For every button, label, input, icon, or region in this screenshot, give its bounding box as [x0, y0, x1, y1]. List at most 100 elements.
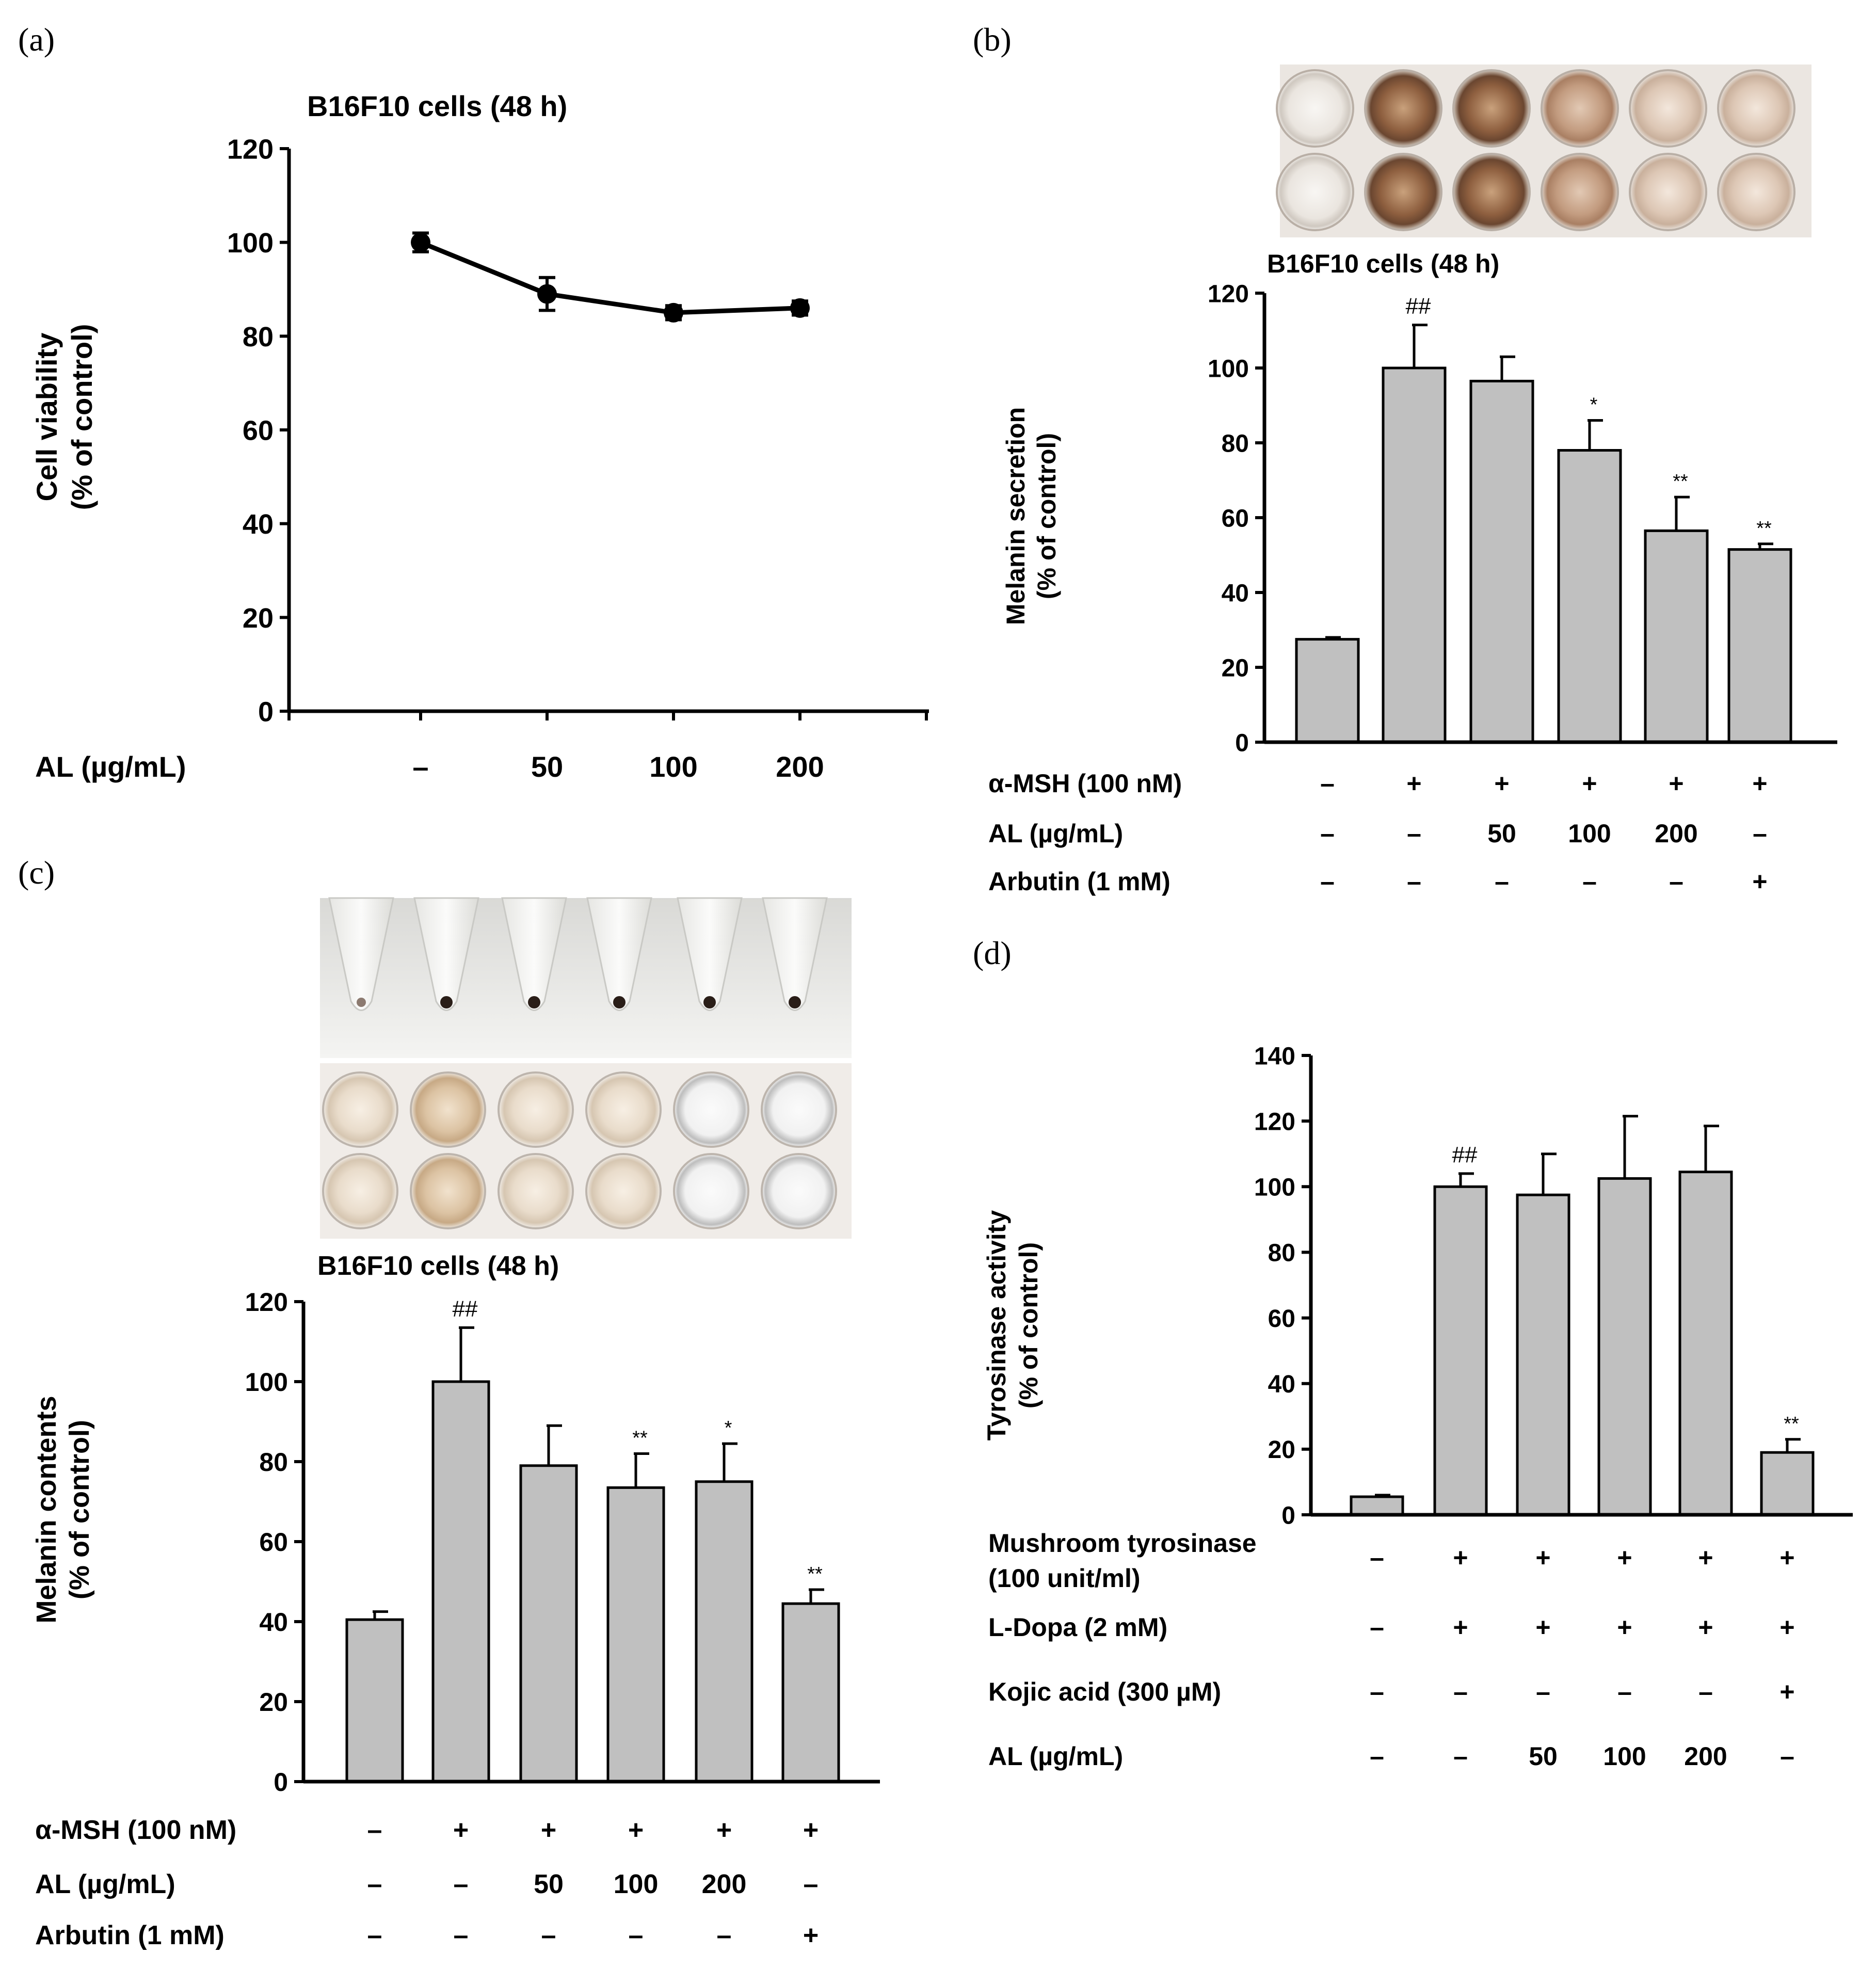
panel-c-well-r0-c1	[410, 1071, 486, 1148]
panel-b-well-r0-c2	[1452, 69, 1531, 148]
panel-b-y-tick-label-5: 100	[1208, 355, 1249, 382]
panel-d-bar-2	[1516, 1193, 1570, 1516]
panel-b-well-r1-c2	[1452, 153, 1531, 231]
panel-d-y-label-line-2: (% of control)	[1014, 1242, 1043, 1408]
panel-d-bar-1	[1433, 1185, 1488, 1516]
panel-c-well-r0-c3	[585, 1071, 662, 1148]
panel-a-x-category-2: 100	[649, 750, 697, 783]
panel-b-row-1-cell-3: 100	[1568, 819, 1611, 848]
panel-b-row-1-cell-1: –	[1407, 819, 1421, 848]
panel-b-row-1-cell-4: 200	[1655, 819, 1697, 848]
panel-d-y-tick-label-5: 100	[1254, 1174, 1295, 1202]
panel-b-y-tick-label-6: 120	[1208, 280, 1249, 308]
panel-b-row-label-2: Arbutin (1 mM)	[988, 867, 1171, 896]
panel-c-y-tick-label-2: 40	[259, 1608, 288, 1637]
panel-b-row-1-cell-5: –	[1753, 819, 1767, 848]
panel-b-annotation-3: *	[1590, 394, 1598, 416]
panel-c-tube-2	[501, 897, 567, 1011]
panel-a-y-tick-label-0: 0	[258, 696, 274, 727]
panel-a-x-categories: – 50 100 200	[412, 750, 824, 783]
panel-b-y-label-line-1: Melanin secretion	[1001, 407, 1030, 625]
panel-c-bar-4	[695, 1480, 753, 1783]
panel-c-annotation-3: **	[632, 1428, 648, 1449]
panel-d-bar-0	[1350, 1495, 1404, 1516]
panel-d-row-1-cell-2: +	[1535, 1613, 1550, 1642]
panel-b: (b) B16F10 cells (48 h) Melanin secretio…	[973, 21, 1837, 896]
panel-a-x-category-0: –	[412, 750, 428, 783]
panel-c-row-label-2: Arbutin (1 mM)	[35, 1920, 225, 1950]
panel-d-y-tick-label-7: 140	[1254, 1043, 1295, 1070]
panel-d-row-2-cell-3: –	[1617, 1677, 1632, 1706]
panel-b-well-r0-c4	[1629, 69, 1707, 148]
panel-c-well-r1-c2	[498, 1153, 574, 1229]
panel-d-bars: ## **	[1350, 1115, 1815, 1516]
panel-b-row-0-cell-0: –	[1320, 769, 1335, 798]
panel-b-row-1-cell-2: 50	[1487, 819, 1516, 848]
panel-c-tube-pellet-1	[440, 996, 453, 1008]
panel-c-well-r1-c3	[585, 1153, 662, 1229]
panel-a-y-tick-label-2: 40	[243, 509, 274, 540]
panel-d-row-1-cell-5: +	[1779, 1613, 1794, 1642]
panel-a-title: B16F10 cells (48 h)	[307, 90, 567, 122]
panel-b-row-0-cell-5: +	[1752, 769, 1767, 798]
panel-c-row-1-cell-1: –	[454, 1869, 469, 1899]
panel-c-plate-background	[320, 1063, 852, 1239]
panel-b-annotation-1: ##	[1406, 294, 1431, 319]
panel-d-row-3-cell-4: 200	[1684, 1742, 1727, 1771]
panel-b-well-plate-photo	[1276, 65, 1811, 237]
panel-a-point-2	[664, 302, 683, 323]
panel-d-row-cells: – + + + + + – + + + + + – – – – – + – – 50 100 200 –	[1370, 1543, 1795, 1771]
panel-c-row-0-cell-2: +	[541, 1815, 556, 1845]
panel-c-well-r0-c5	[761, 1071, 837, 1148]
panel-d-y-tick-label-2: 40	[1268, 1371, 1295, 1398]
panel-c-y-label: Melanin contents (% of control)	[31, 1396, 95, 1623]
panel-b-well-r0-c3	[1541, 69, 1619, 148]
panel-b-row-0-cell-1: +	[1406, 769, 1421, 798]
panel-c-row-label-0: α-MSH (100 nM)	[35, 1815, 236, 1845]
panel-a-point-1	[537, 284, 557, 304]
panel-d-row-label-1: (100 unit/ml)	[988, 1564, 1140, 1593]
panel-b-well-r0-c5	[1717, 69, 1795, 148]
panel-b-row-2-cell-1: –	[1407, 867, 1421, 896]
panel-b-bar-1	[1382, 366, 1447, 744]
panel-c-tube-pellet-4	[703, 996, 716, 1008]
panel-b-bar-0	[1295, 638, 1360, 744]
panel-c-row-2-cell-2: –	[541, 1920, 556, 1950]
panel-d-y-tick-label-3: 60	[1268, 1305, 1295, 1333]
panel-d-row-1-cell-3: +	[1617, 1613, 1632, 1642]
panel-c-row-0-cell-5: +	[803, 1815, 819, 1845]
panel-d-y-tick-label-0: 0	[1281, 1502, 1295, 1529]
panel-c-bars: ##** ***	[345, 1296, 840, 1783]
panel-c-y-ticks: 0 20 40 60 80 100 120	[245, 1288, 303, 1797]
panel-c-tube-pellet-2	[528, 996, 540, 1008]
panel-c-tube-0	[328, 897, 394, 1011]
panel-c-row-0-cell-1: +	[453, 1815, 469, 1845]
panel-d-row-1-cell-4: +	[1698, 1613, 1713, 1642]
panel-a-series-line	[420, 240, 800, 315]
panel-d-row-2-cell-1: –	[1453, 1677, 1468, 1706]
panel-c-row-label-1: AL (µg/mL)	[35, 1869, 175, 1899]
panel-c-y-label-line-2: (% of control)	[64, 1420, 95, 1599]
panel-a-y-label: Cell viability (% of control)	[30, 324, 98, 510]
panel-c-row-1-cell-0: –	[367, 1869, 382, 1899]
panel-d-row-labels: Mushroom tyrosinase (100 unit/ml) L-Dopa…	[988, 1529, 1257, 1771]
panel-c-well-r1-c1	[410, 1153, 486, 1229]
panel-b-bar-3	[1557, 449, 1622, 744]
panel-a-points	[411, 232, 810, 323]
panel-a-y-tick-label-4: 80	[243, 322, 274, 353]
panel-c-row-1-cell-4: 200	[702, 1869, 747, 1899]
panel-d-row-0-cell-4: +	[1698, 1543, 1713, 1572]
panel-b-well-r1-c0	[1276, 153, 1354, 231]
panel-b-y-tick-label-0: 0	[1235, 729, 1249, 757]
panel-c-tubes	[328, 897, 828, 1011]
panel-a: (a) B16F10 cells (48 h) Cell viability (…	[18, 21, 929, 783]
panel-c-row-2-cell-5: +	[803, 1920, 819, 1950]
panel-a-point-0	[411, 232, 430, 252]
panel-b-bar-5	[1727, 548, 1792, 744]
panel-b-bars: ##*****	[1295, 294, 1792, 744]
panel-a-row-label-0: AL (µg/mL)	[35, 750, 186, 783]
panel-d-label: (d)	[973, 935, 1012, 971]
panel-d-row-2-cell-2: –	[1536, 1677, 1550, 1706]
panel-b-annotation-4: **	[1673, 471, 1688, 492]
